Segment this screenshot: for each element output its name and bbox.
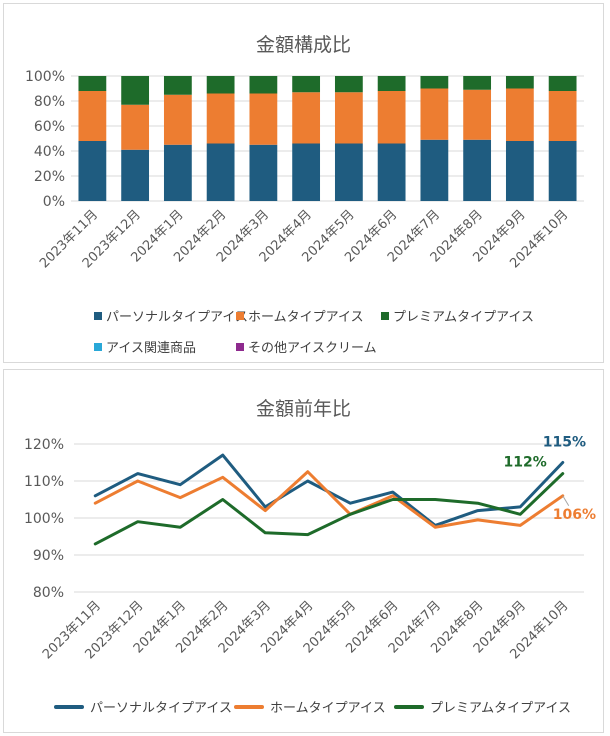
- bar-segment: [420, 88, 449, 140]
- legend-swatch: [94, 342, 102, 351]
- legend-item: パーソナルタイプアイス: [54, 697, 232, 716]
- legend-item: ホームタイプアイス: [236, 306, 364, 325]
- legend-label: ホームタイプアイス: [270, 701, 386, 716]
- bar-segment: [463, 89, 492, 140]
- composition-chart-svg: 0%20%40%60%80%100%2023年11月2023年12月2024年1…: [25, 69, 584, 271]
- bar-segment: [334, 143, 363, 201]
- legend-swatch: [381, 311, 389, 320]
- legend-item: その他アイスクリーム: [236, 337, 377, 356]
- data-label: 112%: [503, 455, 546, 471]
- legend-swatch: [236, 342, 244, 351]
- legend-label: プレミアムタイプアイス: [393, 310, 535, 325]
- y-tick-label: 40%: [34, 144, 65, 160]
- bar-segment: [334, 76, 363, 93]
- bar-segment: [121, 104, 150, 150]
- bar-segment: [121, 149, 150, 201]
- data-label: 115%: [543, 435, 586, 451]
- bar-segment: [377, 143, 406, 201]
- bar-segment: [463, 76, 492, 90]
- composition-chart-panel: 金額構成比 0% 20% 40% 60% 80% 100% 2023年11月 2023年12月…: [3, 3, 604, 363]
- y-tick-label: 60%: [34, 119, 65, 135]
- legend-item: ホームタイプアイス: [234, 697, 386, 716]
- bar-segment: [206, 143, 235, 201]
- bar-segment: [78, 141, 107, 201]
- legend-swatch: [236, 311, 244, 320]
- legend-swatch: [94, 311, 102, 320]
- bar-segment: [206, 76, 235, 94]
- bar-segment: [548, 91, 577, 141]
- legend-label: ホームタイプアイス: [248, 310, 364, 325]
- bar-segment: [163, 76, 192, 95]
- y-tick-label: 80%: [34, 94, 65, 110]
- bar-segment: [377, 76, 406, 91]
- bar-segment: [292, 143, 321, 201]
- bar-segment: [249, 76, 278, 94]
- legend-item: プレミアムタイプアイス: [394, 697, 571, 716]
- bar-segment: [420, 139, 449, 201]
- bar-segment: [292, 92, 321, 144]
- bar-segment: [505, 88, 534, 141]
- data-label: 106%: [553, 507, 596, 523]
- legend-item: アイス関連商品: [94, 337, 196, 356]
- series-line: [93, 472, 565, 546]
- bar-segment: [163, 144, 192, 201]
- legend-label: パーソナルタイプアイス: [106, 310, 248, 325]
- legend-label: その他アイスクリーム: [248, 341, 377, 356]
- y-tick-label: 100%: [25, 69, 65, 85]
- y-tick-label: 110%: [24, 474, 64, 490]
- bar-segment: [463, 139, 492, 201]
- legend-line-swatch: [54, 704, 84, 709]
- yoy-chart-panel: 金額前年比 80% 90% 100% 110% 120% 2023年11月 2023年12月…: [3, 369, 604, 733]
- bar-segment: [78, 91, 107, 141]
- bar-segment: [505, 141, 534, 201]
- y-tick-label: 80%: [33, 585, 64, 601]
- bar-segment: [377, 91, 406, 144]
- bar-segment: [163, 94, 192, 145]
- bar-segment: [420, 76, 449, 89]
- y-tick-label: 0%: [43, 194, 65, 210]
- bar-segment: [249, 144, 278, 201]
- bar-segment: [334, 92, 363, 144]
- legend-label: プレミアムタイプアイス: [430, 701, 572, 716]
- legend-line-swatch: [394, 704, 424, 709]
- bar-segment: [206, 93, 235, 144]
- series-line: [93, 470, 565, 529]
- bar-segment: [292, 76, 321, 93]
- bar-segment: [548, 76, 577, 91]
- legend-item: パーソナルタイプアイス: [94, 306, 248, 325]
- chart-title: 金額前年比: [255, 398, 351, 420]
- bar-segment: [505, 76, 534, 89]
- legend-label: パーソナルタイプアイス: [90, 701, 232, 716]
- chart-title: 金額構成比: [255, 34, 351, 56]
- legend-label: アイス関連商品: [106, 341, 196, 356]
- y-tick-label: 120%: [24, 437, 64, 453]
- bar-segment: [548, 141, 577, 201]
- bar-segment: [78, 76, 107, 91]
- yoy-chart-svg: 80%90%100%110%120%2023年11月2023年12月2024年1…: [24, 435, 596, 663]
- legend-item: プレミアムタイプアイス: [381, 306, 534, 325]
- y-tick-label: 20%: [34, 169, 65, 185]
- y-tick-label: 90%: [33, 548, 64, 564]
- bar-segment: [249, 93, 278, 145]
- bar-segment: [121, 76, 150, 105]
- legend-line-swatch: [234, 704, 264, 709]
- label-leader: [562, 495, 570, 507]
- y-tick-label: 100%: [24, 511, 64, 527]
